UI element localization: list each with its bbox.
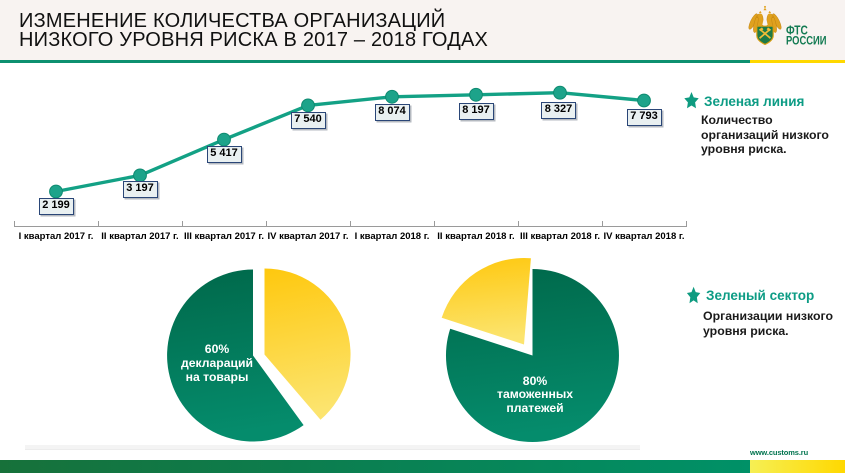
svg-text:РОССИИ: РОССИИ	[786, 33, 827, 47]
svg-text:ФТС: ФТС	[786, 23, 808, 38]
